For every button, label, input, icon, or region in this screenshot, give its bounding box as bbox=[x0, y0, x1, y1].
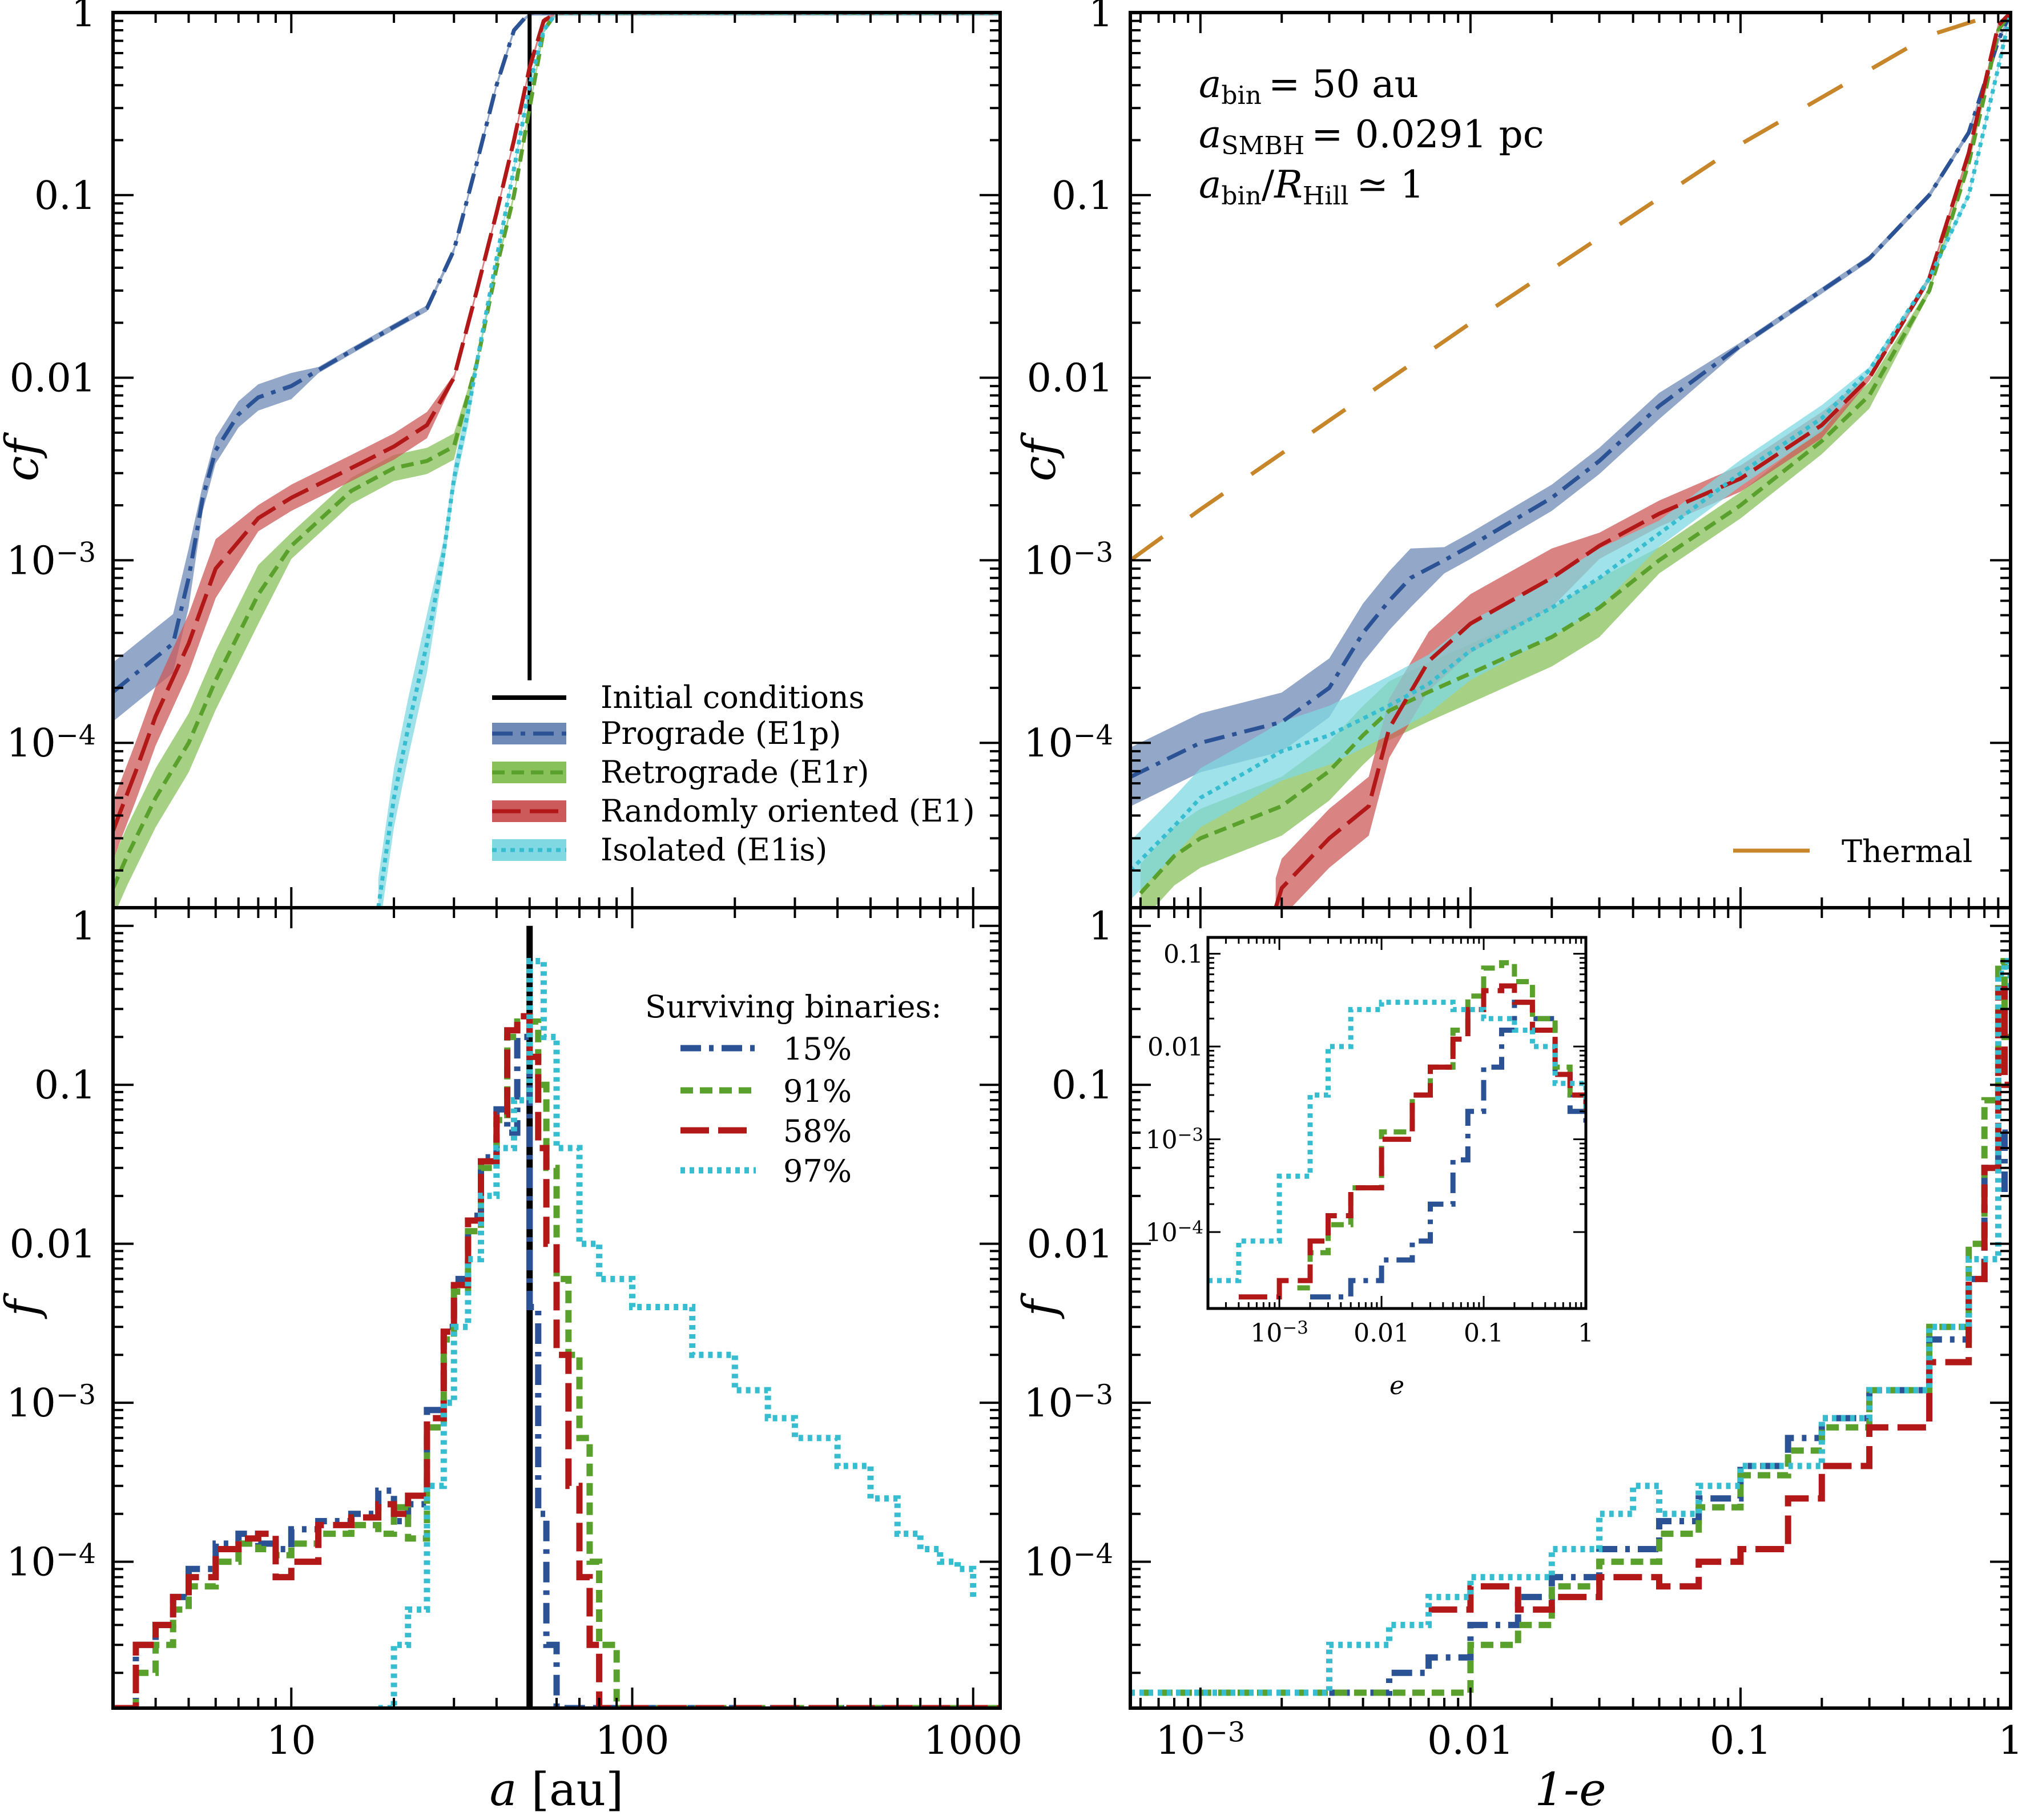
x-tick-label: 10−3 bbox=[1155, 1717, 1245, 1763]
plot-area bbox=[113, 925, 1000, 1708]
y-tick-label: 0.01 bbox=[1027, 356, 1113, 401]
y-tick-label: 10−3 bbox=[1024, 1380, 1113, 1426]
y-tick-label: 10−3 bbox=[6, 1380, 96, 1426]
band-pro bbox=[1130, 13, 2011, 807]
series-pro bbox=[113, 1033, 1000, 1708]
legend-label-prograde: Prograde (E1p) bbox=[601, 715, 841, 751]
y-tick-label: 0.1 bbox=[1052, 174, 1113, 219]
y-tick-label: 1 bbox=[71, 0, 96, 36]
annotation-line-2: aSMBH = 0.0291 pc bbox=[1199, 112, 1544, 160]
series-thermal bbox=[1130, 13, 1999, 562]
panel-top-right: 1 0.1 0.01 10−3 10−4 cf bbox=[1013, 0, 2012, 909]
y-tick-label: 10−4 bbox=[1024, 720, 1113, 766]
plot-area bbox=[1130, 13, 2011, 908]
series-rand bbox=[1428, 986, 2011, 1613]
legend-top-left: Initial conditions Prograde (E1p) Retrog… bbox=[492, 679, 975, 868]
y-tick-label: 0.1 bbox=[1052, 1063, 1113, 1108]
y-axis-label: f bbox=[1013, 1292, 1066, 1319]
band-iso bbox=[1130, 13, 2011, 900]
y-tick-label: 10−3 bbox=[6, 537, 96, 583]
series-iso bbox=[378, 958, 977, 1708]
y-tick-label: 0.01 bbox=[10, 356, 96, 401]
inset-y-tick-label: 10−4 bbox=[1146, 1217, 1203, 1247]
inset-y-tick-label: 0.1 bbox=[1163, 940, 1203, 969]
y-tick-label: 0.01 bbox=[1027, 1222, 1113, 1267]
y-axis-label: f bbox=[0, 1292, 49, 1319]
legend-label-retrograde: Retrograde (E1r) bbox=[601, 754, 869, 790]
series-iso bbox=[1130, 13, 2011, 872]
y-axis-label: cf bbox=[1013, 432, 1066, 481]
x-tick-label: 0.1 bbox=[1710, 1718, 1771, 1763]
y-tick-label: 10−3 bbox=[1024, 537, 1113, 583]
legend-label-58: 58% bbox=[783, 1113, 852, 1149]
band-retro bbox=[1140, 13, 2011, 908]
legend-label-97: 97% bbox=[783, 1153, 852, 1189]
inset-y-tick-label: 10−3 bbox=[1146, 1125, 1203, 1155]
series-pro bbox=[1130, 13, 2011, 779]
inset-x-axis-label: e bbox=[1389, 1371, 1404, 1400]
inset-y-tick-label: 0.01 bbox=[1147, 1033, 1203, 1062]
legend-label-random: Randomly oriented (E1) bbox=[601, 793, 975, 829]
series-iso bbox=[1130, 958, 2011, 1696]
series-rand bbox=[1274, 13, 2011, 908]
series-iso bbox=[376, 13, 1000, 908]
x-tick-label: 1000 bbox=[924, 1718, 1022, 1763]
inset-x-tick-label: 0.1 bbox=[1464, 1319, 1504, 1348]
series-retro bbox=[113, 1018, 1000, 1708]
band-rand bbox=[1275, 13, 2011, 908]
y-tick-label: 0.01 bbox=[10, 1222, 96, 1267]
legend-top-right: Thermal bbox=[1733, 834, 1972, 869]
annotation-line-1: abin = 50 au bbox=[1199, 62, 1419, 110]
legend-label-initial: Initial conditions bbox=[601, 679, 864, 715]
inset-background bbox=[1208, 937, 1586, 1308]
y-tick-label: 1 bbox=[1089, 0, 1113, 36]
y-tick-label: 0.1 bbox=[34, 1063, 96, 1108]
y-tick-label: 10−4 bbox=[6, 720, 96, 766]
inset-frame bbox=[1206, 936, 1588, 1310]
x-tick-label: 10 bbox=[267, 1718, 316, 1763]
legend-title-surviving: Surviving binaries: bbox=[645, 989, 941, 1025]
y-tick-label: 1 bbox=[1089, 904, 1113, 949]
x-tick-label: 1 bbox=[1998, 1718, 2022, 1763]
parameter-annotation: abin = 50 au aSMBH = 0.0291 pc abin/RHill ≃… bbox=[1199, 62, 1544, 211]
panel-bottom-left: 1 0.1 0.01 10−3 10−4 10 100 1000 f a [au] bbox=[0, 904, 1022, 1816]
y-tick-label: 10−4 bbox=[1024, 1539, 1113, 1585]
inset-x-tick-label: 0.01 bbox=[1354, 1319, 1409, 1348]
legend-label-thermal: Thermal bbox=[1842, 834, 1972, 869]
legend-label-15: 15% bbox=[783, 1031, 852, 1067]
x-tick-label: 0.01 bbox=[1427, 1718, 1513, 1763]
series-retro bbox=[113, 13, 1000, 889]
y-tick-label: 10−4 bbox=[6, 1539, 96, 1585]
panel-bottom-right: 1 0.1 0.01 10−3 10−4 10−3 0.01 0.1 1 f 1-e bbox=[1013, 904, 2022, 1816]
legend-label-isolated: Isolated (E1is) bbox=[601, 832, 827, 868]
inset-x-tick-label: 10−3 bbox=[1250, 1318, 1308, 1348]
axes-frame bbox=[111, 906, 1002, 1710]
series-retro bbox=[1139, 13, 2011, 895]
x-tick-label: 100 bbox=[595, 1718, 670, 1763]
annotation-line-3: abin/RHill ≃ 1 bbox=[1199, 163, 1424, 211]
y-tick-label: 1 bbox=[71, 904, 96, 949]
inset-series-rand bbox=[1238, 983, 1586, 1300]
plot-area bbox=[1208, 960, 1586, 1300]
legend-label-91: 91% bbox=[783, 1073, 852, 1109]
x-axis-label: a [au] bbox=[490, 1763, 624, 1816]
series-rand bbox=[113, 1013, 1000, 1708]
legend-bottom-left: Surviving binaries: 15% 91% 58% 97% bbox=[645, 989, 941, 1189]
x-axis-label: 1-e bbox=[1534, 1763, 1606, 1816]
plot-area bbox=[1130, 958, 2011, 1696]
series-pro bbox=[113, 13, 1000, 694]
inset-x-tick-label: 1 bbox=[1578, 1319, 1594, 1348]
plot-area bbox=[113, 13, 1000, 908]
inset-eccentricity: 0.1 0.01 10−3 10−4 10−3 0.01 0.1 1 e bbox=[1146, 936, 1594, 1400]
inset-series-iso bbox=[1208, 1000, 1586, 1283]
axes-frame bbox=[1129, 906, 2012, 1710]
y-tick-label: 0.1 bbox=[34, 174, 96, 219]
series-rand bbox=[113, 13, 1000, 832]
y-axis-label: cf bbox=[0, 432, 49, 481]
